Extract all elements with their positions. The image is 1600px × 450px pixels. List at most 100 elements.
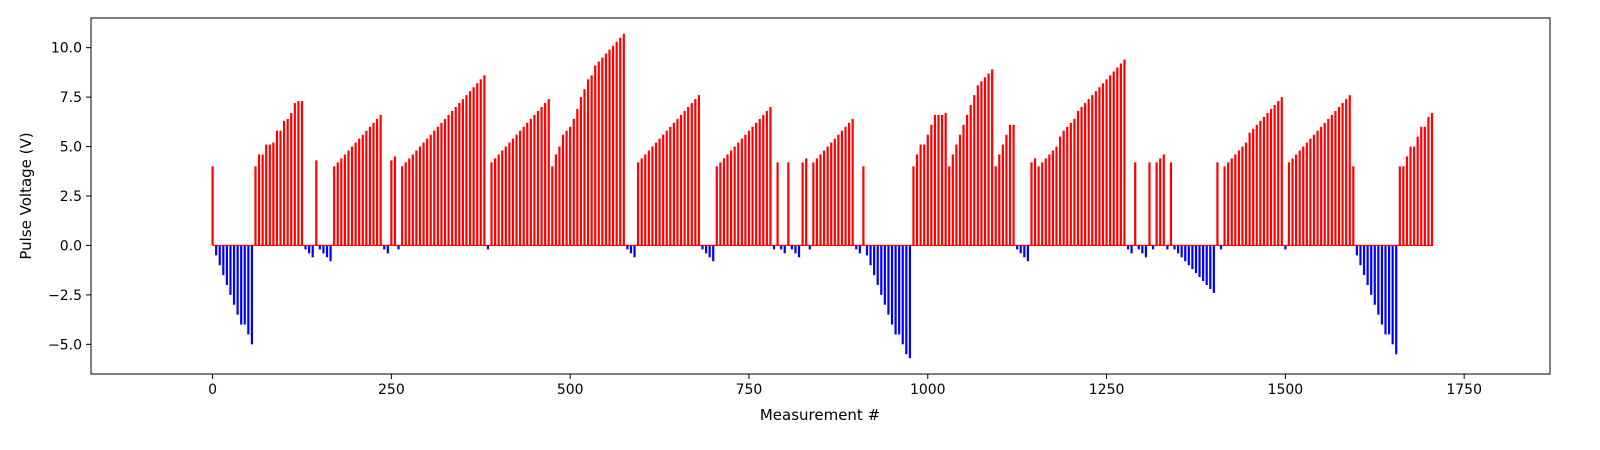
bar [1237, 150, 1240, 246]
bar [1380, 245, 1384, 325]
bar [833, 138, 836, 246]
bar [1094, 91, 1097, 246]
bar [293, 103, 296, 246]
bar [329, 245, 332, 262]
bar [1130, 245, 1133, 254]
bar [583, 89, 586, 246]
bar [912, 166, 915, 246]
bar [901, 245, 904, 345]
bar [822, 150, 826, 246]
bar [633, 245, 636, 258]
bar [361, 134, 364, 246]
bar [629, 245, 633, 254]
bar [837, 134, 840, 246]
y-axis-label: Pulse Voltage (V) [17, 132, 35, 259]
bar [1159, 158, 1162, 246]
bar [1119, 63, 1122, 246]
bar [658, 138, 661, 246]
bar [844, 126, 847, 246]
bar [662, 134, 665, 246]
bar [215, 245, 218, 256]
bar [1184, 245, 1187, 262]
bar [715, 166, 718, 246]
bar [436, 126, 439, 246]
x-tick-label: 250 [378, 382, 405, 398]
x-tick-label: 1750 [1446, 382, 1482, 398]
bar [765, 110, 768, 246]
bar [418, 146, 422, 246]
bar [236, 245, 239, 315]
bar [719, 162, 722, 246]
bar [343, 154, 346, 246]
bar [679, 114, 683, 246]
bar [848, 122, 851, 246]
bar [855, 245, 858, 250]
bar [386, 245, 389, 254]
bar [229, 245, 232, 295]
bar [969, 105, 972, 246]
bar [940, 114, 944, 246]
bar [1291, 158, 1294, 246]
bar [275, 130, 279, 246]
bar [415, 150, 418, 246]
bar [1087, 99, 1090, 246]
bar [1345, 99, 1348, 246]
bar [586, 79, 590, 246]
bar [740, 138, 743, 246]
bar [815, 158, 819, 246]
bar-series [211, 33, 1434, 359]
bar [794, 245, 797, 254]
bar [1295, 154, 1298, 246]
bar [919, 144, 922, 246]
bar [443, 118, 447, 246]
bar [601, 57, 604, 246]
bar [747, 130, 751, 246]
y-tick-label: −2.5 [48, 288, 82, 304]
bar [1327, 118, 1330, 246]
bar [1001, 144, 1004, 246]
bar [286, 118, 289, 246]
y-tick-label: 5.0 [60, 140, 82, 156]
bar [654, 142, 658, 246]
bar [1430, 112, 1434, 246]
bar [365, 130, 368, 246]
bar [987, 73, 990, 246]
bar [865, 245, 869, 256]
x-tick-label: 750 [736, 382, 763, 398]
bar [1155, 162, 1158, 246]
bar [1037, 166, 1040, 246]
bar [905, 245, 908, 355]
bar [308, 245, 311, 254]
bar [1180, 245, 1183, 258]
bar [1398, 166, 1401, 246]
bar [880, 245, 883, 295]
bar [404, 162, 407, 246]
bar [1016, 245, 1019, 250]
bar [401, 166, 404, 246]
bar [526, 122, 529, 246]
bar [297, 101, 300, 246]
bar [569, 126, 572, 246]
bar [1259, 120, 1262, 246]
bar [1209, 245, 1212, 289]
bar [915, 154, 919, 246]
bar [565, 130, 568, 246]
bar [1051, 150, 1055, 246]
bar [1048, 154, 1051, 246]
bar [440, 122, 443, 246]
bar [468, 91, 472, 246]
bar [783, 245, 786, 254]
bar [1262, 116, 1266, 246]
bar [1041, 162, 1044, 246]
bar [1091, 95, 1094, 246]
bar [540, 107, 543, 246]
bar [1409, 146, 1412, 246]
bar [626, 245, 629, 250]
bar [479, 79, 482, 246]
bar [408, 158, 411, 246]
x-tick-label: 500 [557, 382, 584, 398]
bar [368, 126, 372, 246]
bar [451, 110, 454, 246]
